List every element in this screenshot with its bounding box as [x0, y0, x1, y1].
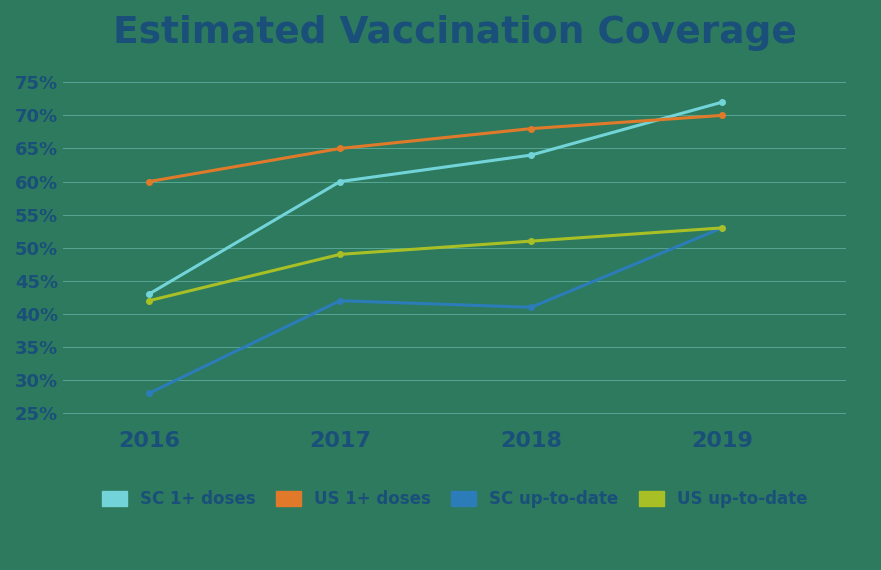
Title: Estimated Vaccination Coverage: Estimated Vaccination Coverage	[113, 15, 796, 51]
Legend: SC 1+ doses, US 1+ doses, SC up-to-date, US up-to-date: SC 1+ doses, US 1+ doses, SC up-to-date,…	[93, 482, 816, 517]
